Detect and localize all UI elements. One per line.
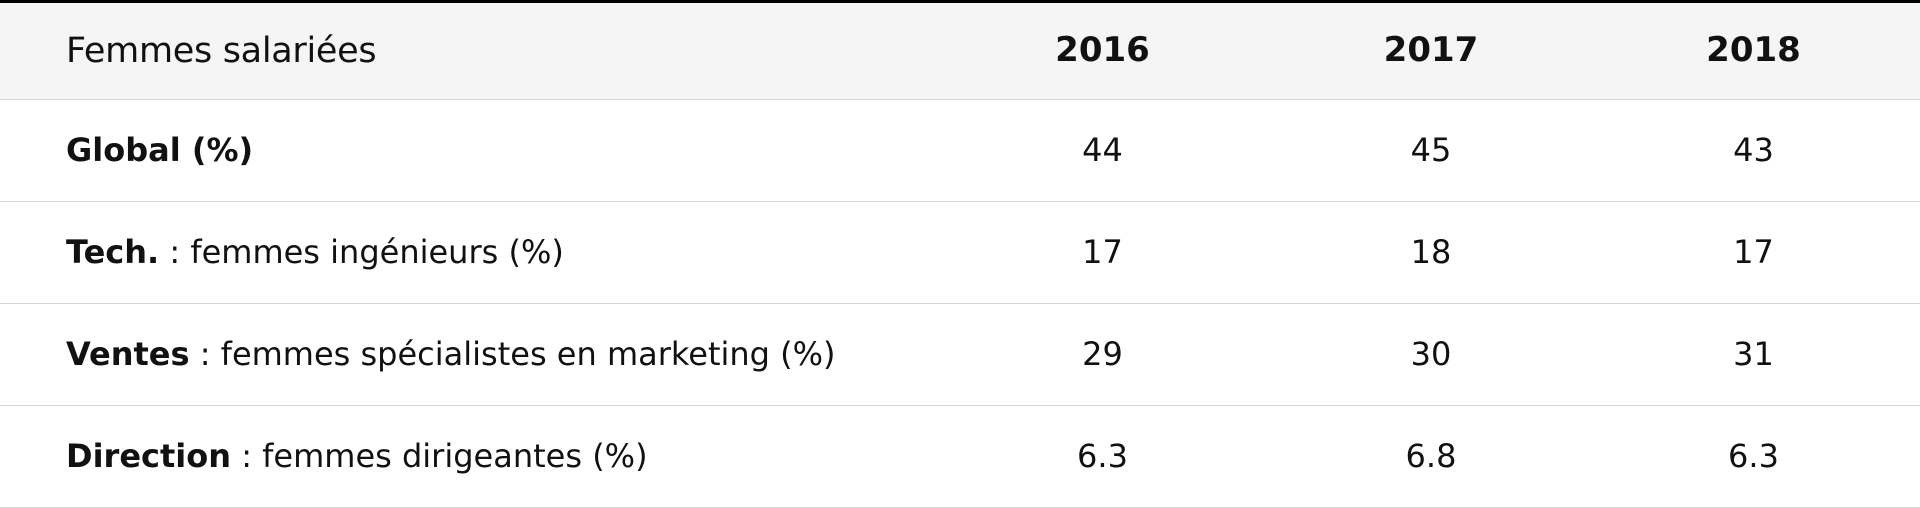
row-label: Global (%) bbox=[0, 99, 930, 202]
cell-2016: 44 bbox=[930, 99, 1275, 202]
cell-2018: 6.3 bbox=[1587, 405, 1920, 508]
row-label-desc: : femmes spécialistes en marketing (%) bbox=[189, 334, 836, 373]
cell-2017: 30 bbox=[1275, 303, 1587, 406]
cell-2016: 17 bbox=[930, 201, 1275, 304]
table-row-global: Global (%) 44 45 43 bbox=[0, 99, 1920, 202]
header-year-2017: 2017 bbox=[1275, 3, 1587, 100]
cell-2018: 43 bbox=[1587, 99, 1920, 202]
table-row-sales: Ventes : femmes spécialistes en marketin… bbox=[0, 303, 1920, 406]
cell-2017: 18 bbox=[1275, 201, 1587, 304]
table-header-row: Femmes salariées 2016 2017 2018 bbox=[0, 3, 1920, 100]
header-year-2016: 2016 bbox=[930, 3, 1275, 100]
cell-2018: 17 bbox=[1587, 201, 1920, 304]
cell-2018: 31 bbox=[1587, 303, 1920, 406]
row-label: Ventes : femmes spécialistes en marketin… bbox=[0, 303, 930, 406]
row-label-bold: Tech. bbox=[66, 232, 160, 271]
row-label: Tech. : femmes ingénieurs (%) bbox=[0, 201, 930, 304]
row-label-bold: Direction bbox=[66, 436, 232, 475]
row-label-bold: Ventes bbox=[66, 334, 190, 373]
row-label-desc: : femmes dirigeantes (%) bbox=[231, 436, 648, 475]
table-row-management: Direction : femmes dirigeantes (%) 6.3 6… bbox=[0, 405, 1920, 508]
cell-2017: 6.8 bbox=[1275, 405, 1587, 508]
row-label-desc: : femmes ingénieurs (%) bbox=[159, 232, 564, 271]
women-employees-table: Femmes salariées 2016 2017 2018 Global (… bbox=[0, 3, 1920, 508]
cell-2016: 6.3 bbox=[930, 405, 1275, 508]
cell-2016: 29 bbox=[930, 303, 1275, 406]
row-label-bold: Global (%) bbox=[66, 130, 254, 169]
table-row-tech: Tech. : femmes ingénieurs (%) 17 18 17 bbox=[0, 201, 1920, 304]
header-year-2018: 2018 bbox=[1587, 3, 1920, 100]
header-label: Femmes salariées bbox=[0, 3, 930, 100]
cell-2017: 45 bbox=[1275, 99, 1587, 202]
row-label: Direction : femmes dirigeantes (%) bbox=[0, 405, 930, 508]
